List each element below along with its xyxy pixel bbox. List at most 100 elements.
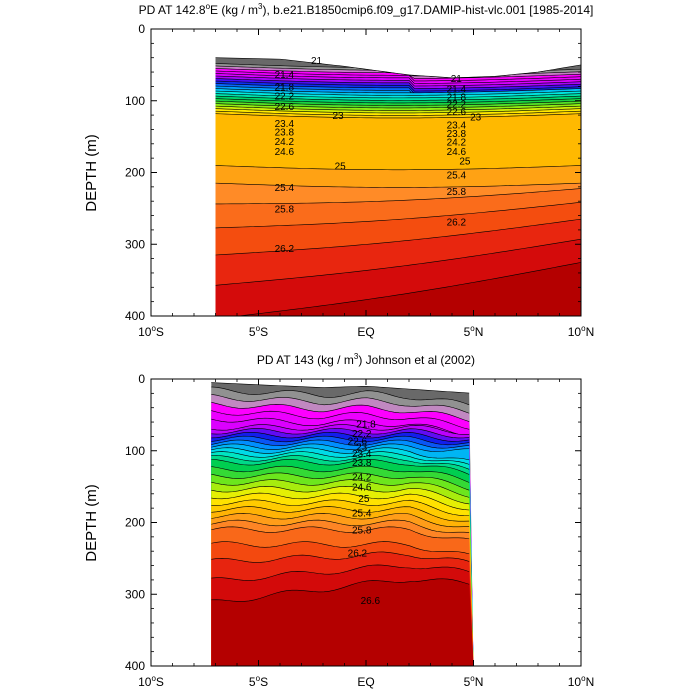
contour-line bbox=[215, 100, 581, 106]
contour-label: 23 bbox=[332, 111, 344, 122]
contour-line bbox=[211, 551, 470, 563]
contour-label: 21.8 bbox=[447, 92, 467, 103]
contour-label: 24.2 bbox=[275, 137, 295, 148]
contour-line bbox=[211, 393, 470, 414]
contour-line bbox=[215, 80, 581, 92]
x-tick-label: EQ bbox=[357, 325, 374, 339]
contour-line bbox=[211, 486, 470, 505]
contour-label: 21.4 bbox=[447, 85, 467, 96]
contour-label: 23 bbox=[470, 113, 482, 124]
contour-line bbox=[211, 455, 470, 470]
contour-line bbox=[215, 93, 581, 99]
y-tick-label: 200 bbox=[125, 516, 145, 530]
contour-line bbox=[215, 113, 581, 119]
contour-label: 26.6 bbox=[361, 596, 381, 607]
contour-line bbox=[211, 564, 470, 581]
contour-line bbox=[211, 428, 470, 439]
contour-label: 22.6 bbox=[348, 437, 368, 448]
contour-label: 21 bbox=[451, 74, 463, 85]
contour-line bbox=[211, 424, 470, 435]
y-tick-label: 100 bbox=[125, 94, 145, 108]
top-plot-area: 2121.421.822.222.62323.423.824.224.62525… bbox=[125, 22, 594, 339]
contour-line bbox=[211, 417, 470, 437]
contour-label: 22.2 bbox=[447, 100, 467, 111]
contour-line bbox=[215, 95, 581, 101]
contour-label: 24.6 bbox=[352, 483, 372, 494]
contour-label: 25.8 bbox=[275, 204, 295, 215]
bottom-panel-title: PD AT 143 (kg / m3) Johnson et al (2002) bbox=[257, 352, 475, 367]
contour-line bbox=[211, 499, 470, 516]
contour-line bbox=[211, 513, 470, 528]
contour-line bbox=[215, 182, 581, 188]
top-panel-title: PD AT 142.8oE (kg / m3), b.e21.B1850cmip… bbox=[139, 2, 594, 17]
y-tick-label: 400 bbox=[125, 659, 145, 673]
contour-label: 23.4 bbox=[352, 449, 372, 460]
top-y-axis-label: DEPTH (m) bbox=[83, 134, 100, 212]
contour-label: 24.2 bbox=[352, 473, 372, 484]
contour-line bbox=[211, 465, 470, 483]
contour-line bbox=[215, 262, 581, 316]
x-tick-label: 5oN bbox=[464, 674, 484, 689]
data-top-edge bbox=[215, 57, 582, 79]
contour-line bbox=[211, 435, 470, 446]
x-tick-label: 10oS bbox=[138, 674, 164, 689]
contour-line bbox=[215, 98, 581, 104]
contour-label: 22.6 bbox=[447, 107, 467, 118]
contour-line bbox=[211, 447, 470, 461]
data-top-edge bbox=[211, 382, 470, 394]
x-tick-label: 5oS bbox=[249, 324, 268, 339]
contour-line bbox=[211, 410, 470, 430]
contour-line bbox=[215, 75, 581, 87]
contour-label: 25.4 bbox=[275, 183, 295, 194]
contour-line bbox=[211, 479, 470, 498]
contour-line bbox=[215, 70, 581, 82]
contour-line bbox=[215, 165, 581, 171]
contour-band bbox=[211, 578, 474, 666]
contour-label: 23 bbox=[356, 442, 368, 453]
contour-fills bbox=[211, 382, 474, 666]
contour-line bbox=[211, 541, 470, 555]
y-tick-label: 0 bbox=[138, 372, 145, 386]
contour-label: 21.4 bbox=[275, 70, 295, 81]
contour-label: 26.2 bbox=[275, 244, 295, 255]
y-tick-label: 300 bbox=[125, 237, 145, 251]
contour-label: 23.8 bbox=[447, 129, 467, 140]
y-tick-label: 400 bbox=[125, 309, 145, 323]
bottom-panel: PD AT 143 (kg / m3) Johnson et al (2002)… bbox=[83, 352, 594, 689]
contour-label: 26.2 bbox=[348, 549, 368, 560]
contour-line bbox=[211, 443, 470, 452]
contour-label: 25 bbox=[358, 494, 370, 505]
contour-label: 21.8 bbox=[275, 82, 295, 93]
contour-line bbox=[211, 492, 470, 511]
contour-line bbox=[211, 431, 470, 442]
contour-line bbox=[215, 108, 581, 114]
contour-line bbox=[215, 201, 581, 229]
contour-label: 25.4 bbox=[447, 171, 467, 182]
contour-label: 24.2 bbox=[447, 138, 467, 149]
x-tick-label: 10oS bbox=[138, 324, 164, 339]
contour-line bbox=[211, 519, 470, 533]
top-panel: PD AT 142.8oE (kg / m3), b.e21.B1850cmip… bbox=[83, 2, 594, 339]
contour-line bbox=[215, 218, 581, 256]
contour-band bbox=[215, 262, 581, 316]
contour-line bbox=[211, 506, 470, 522]
contour-line bbox=[211, 526, 470, 540]
contour-line bbox=[215, 103, 581, 109]
contour-label: 23.4 bbox=[275, 119, 295, 130]
y-tick-label: 100 bbox=[125, 444, 145, 458]
contour-line bbox=[211, 401, 470, 422]
contour-label: 23.8 bbox=[352, 458, 372, 469]
x-tick-label: 5oN bbox=[464, 324, 484, 339]
contour-line bbox=[215, 90, 581, 96]
contour-line bbox=[211, 472, 470, 491]
contour-line bbox=[215, 110, 581, 116]
contour-label: 25.4 bbox=[352, 508, 372, 519]
contour-label: 21 bbox=[311, 56, 323, 67]
contour-line bbox=[211, 578, 470, 602]
x-tick-label: 5oS bbox=[249, 674, 268, 689]
contour-label: 25.8 bbox=[447, 187, 467, 198]
contour-label: 22.2 bbox=[275, 92, 295, 103]
contour-label: 25 bbox=[335, 161, 347, 172]
contour-label: 26.2 bbox=[447, 217, 467, 228]
contour-line bbox=[211, 386, 470, 406]
